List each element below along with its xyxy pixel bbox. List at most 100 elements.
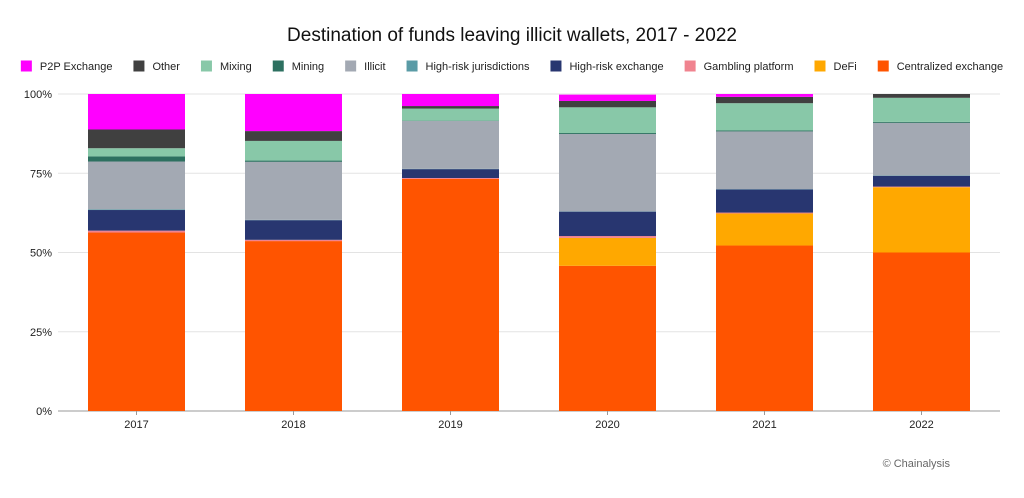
bar-segment-p2p-exchange-2018 xyxy=(245,94,342,131)
bar-segment-mining-2020 xyxy=(559,133,656,134)
legend-item-defi: DeFi xyxy=(815,61,857,74)
legend-swatch-high-risk-jurisdictions xyxy=(407,61,418,72)
bar-segment-other-2022 xyxy=(873,94,970,98)
bar-segment-mixing-2022 xyxy=(873,98,970,122)
legend-swatch-centralized-exchange xyxy=(878,61,889,72)
legend-label-mining: Mining xyxy=(292,61,324,73)
x-tick-label-2019: 2019 xyxy=(438,419,462,431)
bar-segment-mining-2017 xyxy=(88,156,185,161)
legend-label-other: Other xyxy=(152,61,180,73)
y-tick-label: 50% xyxy=(30,248,52,260)
bar-segment-centralized-exchange-2019 xyxy=(402,179,499,411)
bar-segment-mixing-2020 xyxy=(559,107,656,133)
legend-label-high-risk-jurisdictions: High-risk jurisdictions xyxy=(426,61,530,73)
bar-stack-2017 xyxy=(88,94,185,411)
bar-stack-2020 xyxy=(559,95,656,411)
bar-segment-p2p-exchange-2017 xyxy=(88,94,185,130)
bar-segment-mining-2018 xyxy=(245,161,342,162)
x-tick-label-2017: 2017 xyxy=(124,419,148,431)
bar-segment-mixing-2021 xyxy=(716,103,813,130)
bar-segment-other-2019 xyxy=(402,106,499,109)
bar-segment-defi-2020 xyxy=(559,238,656,266)
bar-segment-other-2021 xyxy=(716,97,813,103)
legend-item-gambling-platform: Gambling platform xyxy=(685,61,794,74)
legend-label-gambling-platform: Gambling platform xyxy=(704,61,794,73)
bar-segment-illicit-2022 xyxy=(873,123,970,176)
source-credit: © Chainalysis xyxy=(883,458,951,470)
bar-segment-gambling-platform-2022 xyxy=(873,187,970,188)
bar-segment-high-risk-exchange-2019 xyxy=(402,169,499,178)
bar-segment-mining-2021 xyxy=(716,130,813,131)
bar-segment-high-risk-exchange-2018 xyxy=(245,220,342,240)
x-tick-label-2020: 2020 xyxy=(595,419,619,431)
y-axis: 0%25%50%75%100% xyxy=(24,89,52,418)
bar-segment-mining-2022 xyxy=(873,122,970,123)
bar-segment-gambling-platform-2017 xyxy=(88,231,185,233)
legend-swatch-other xyxy=(133,61,144,72)
bar-segment-p2p-exchange-2021 xyxy=(716,94,813,97)
bar-stack-2018 xyxy=(245,94,342,411)
bar-segment-centralized-exchange-2018 xyxy=(245,241,342,411)
legend-swatch-mining xyxy=(273,61,284,72)
legend-item-illicit: Illicit xyxy=(345,61,385,74)
bar-segment-high-risk-exchange-2022 xyxy=(873,176,970,187)
y-tick-label: 75% xyxy=(30,168,52,180)
legend-label-defi: DeFi xyxy=(834,61,857,73)
legend-item-high-risk-exchange: High-risk exchange xyxy=(550,61,663,74)
legend: P2P Exchange Other Mixing Mining Illicit High… xyxy=(21,61,1003,74)
legend-item-mining: Mining xyxy=(273,61,324,74)
legend-item-other: Other xyxy=(133,61,180,74)
x-tick-label-2018: 2018 xyxy=(281,419,305,431)
bar-segment-p2p-exchange-2020 xyxy=(559,95,656,101)
legend-swatch-p2p-exchange xyxy=(21,61,32,72)
bar-stack-2022 xyxy=(873,94,970,411)
bar-segment-gambling-platform-2018 xyxy=(245,240,342,241)
gridlines xyxy=(58,94,1000,411)
legend-swatch-gambling-platform xyxy=(685,61,696,72)
bar-segment-illicit-2020 xyxy=(559,134,656,211)
bar-stack-2021 xyxy=(716,94,813,411)
bar-stack-2019 xyxy=(402,94,499,411)
bar-segment-p2p-exchange-2019 xyxy=(402,94,499,106)
bar-segment-defi-2021 xyxy=(716,214,813,246)
bar-segment-high-risk-exchange-2021 xyxy=(716,189,813,212)
y-tick-label: 0% xyxy=(36,406,52,418)
bar-segment-illicit-2021 xyxy=(716,131,813,189)
bar-segment-mixing-2017 xyxy=(88,148,185,156)
bar-segment-other-2017 xyxy=(88,130,185,149)
legend-label-p2p-exchange: P2P Exchange xyxy=(40,61,113,73)
bar-segment-centralized-exchange-2022 xyxy=(873,253,970,412)
x-tick-label-2022: 2022 xyxy=(909,419,933,431)
bar-segment-centralized-exchange-2017 xyxy=(88,233,185,411)
bar-segment-gambling-platform-2020 xyxy=(559,236,656,238)
bar-segment-mixing-2019 xyxy=(402,109,499,121)
legend-item-mixing: Mixing xyxy=(201,61,252,74)
legend-label-high-risk-exchange: High-risk exchange xyxy=(569,61,663,73)
x-axis: 2017 2018 2019 2020 2021 2022 xyxy=(124,411,933,431)
legend-swatch-mixing xyxy=(201,61,212,72)
legend-item-p2p-exchange: P2P Exchange xyxy=(21,61,113,74)
bar-segment-gambling-platform-2021 xyxy=(716,213,813,214)
bar-segment-other-2020 xyxy=(559,101,656,107)
legend-swatch-defi xyxy=(815,61,826,72)
bar-segment-defi-2022 xyxy=(873,187,970,252)
legend-swatch-illicit xyxy=(345,61,356,72)
legend-label-mixing: Mixing xyxy=(220,61,252,73)
legend-item-centralized-exchange: Centralized exchange xyxy=(878,61,1003,74)
chart-title: Destination of funds leaving illicit wal… xyxy=(287,25,737,46)
bar-segment-illicit-2019 xyxy=(402,121,499,169)
bar-segment-other-2018 xyxy=(245,131,342,141)
legend-label-centralized-exchange: Centralized exchange xyxy=(897,61,1003,73)
bar-segment-illicit-2018 xyxy=(245,162,342,220)
legend-label-illicit: Illicit xyxy=(364,61,385,73)
bar-segment-gambling-platform-2019 xyxy=(402,178,499,179)
bar-segment-high-risk-exchange-2017 xyxy=(88,210,185,231)
bar-segment-high-risk-exchange-2020 xyxy=(559,212,656,236)
bar-segment-centralized-exchange-2021 xyxy=(716,246,813,411)
bar-segment-centralized-exchange-2020 xyxy=(559,266,656,411)
x-tick-label-2021: 2021 xyxy=(752,419,776,431)
bar-segment-illicit-2017 xyxy=(88,162,185,210)
bar-segment-high-risk-jurisdictions-2017 xyxy=(88,209,185,210)
